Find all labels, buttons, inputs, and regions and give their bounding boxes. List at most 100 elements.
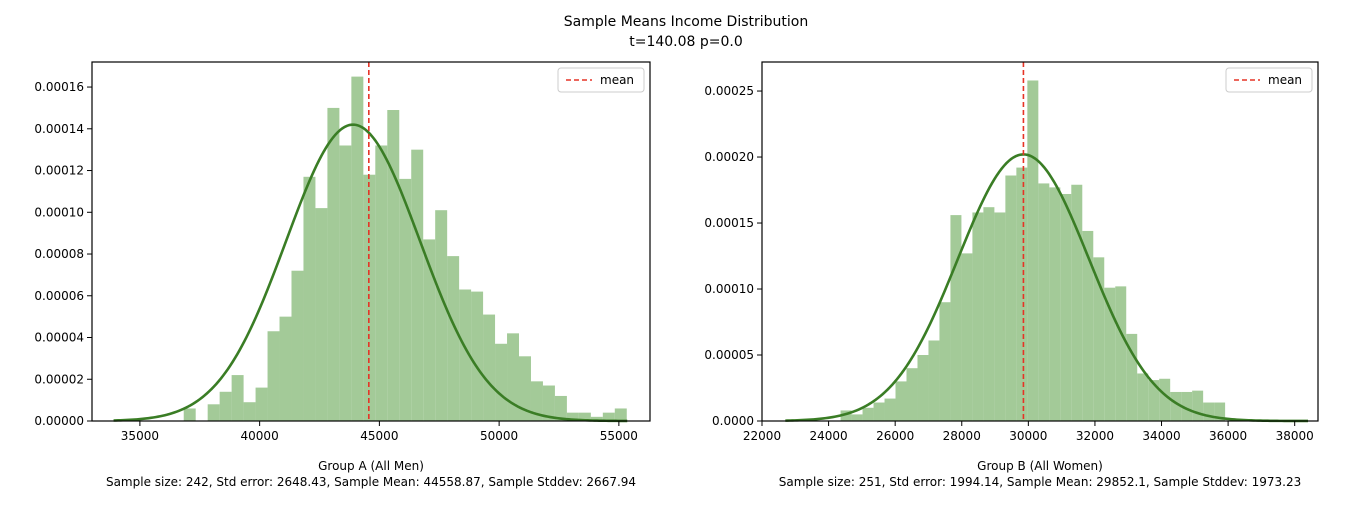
histogram-bar [423,239,436,421]
legend: mean [557,67,645,93]
histogram-bar [1115,286,1127,421]
histogram-bar [873,402,885,421]
histogram-bar [219,391,232,421]
histogram-bar [387,110,400,422]
histogram-bar [884,398,896,421]
x-axis-stats: Sample size: 251, Std error: 1994.14, Sa… [779,475,1301,489]
legend-label: mean [600,73,634,87]
histogram-bar [1192,390,1204,421]
y-tick-label: 0.00006 [34,289,84,303]
histogram-bar [339,145,352,421]
histogram-bar [495,343,508,421]
histogram-bar [471,291,484,421]
histogram-bar [939,302,951,421]
histogram-bars [840,80,1226,422]
x-tick-label: 40000 [241,429,279,443]
histogram-bar [530,381,543,421]
legend-label: mean [1268,73,1302,87]
x-tick-label: 35000 [121,429,159,443]
x-tick-label: 34000 [1142,429,1180,443]
histogram-bar [183,408,196,421]
y-tick-label: 0.00014 [34,122,84,136]
x-tick-label: 38000 [1276,429,1314,443]
x-tick-label: 30000 [1009,429,1047,443]
histogram-bar [519,356,531,421]
y-tick-label: 0.0000 [712,414,754,428]
histogram-bar [614,408,627,421]
histogram-bar [447,256,460,421]
histogram-bar [554,395,567,421]
histogram-bar [1170,391,1182,421]
chart-group-b: 22000 24000 26000 28000 30000 32000 34000 36000… [704,61,1319,489]
y-tick-label: 0.00015 [704,216,754,230]
axes-frame [761,61,1319,422]
histogram-bar [994,212,1006,421]
x-tick-label: 22000 [743,429,781,443]
y-tick-label: 0.00010 [34,205,84,219]
histogram-bar [917,355,929,421]
histogram-bar [961,253,973,421]
histogram-bar [351,76,364,421]
histogram-bar [1126,333,1138,421]
histogram-bar [1159,378,1171,421]
x-tick-label: 50000 [480,429,518,443]
x-tick-label: 45000 [360,429,398,443]
histogram-bar [906,368,918,421]
histogram-bar [928,340,940,421]
y-tick-label: 0.00002 [34,372,84,386]
histogram-bar [291,270,304,421]
y-tick-label: 0.00010 [704,282,754,296]
histogram-bar [851,414,863,421]
histogram-bar [1027,80,1039,422]
histogram-bar [459,289,472,421]
axes-frame [91,61,651,422]
y-tick-label: 0.00020 [704,150,754,164]
histogram-bar [327,107,340,421]
y-tick-label: 0.00004 [34,331,84,345]
histogram-bar [303,176,316,421]
histogram-bar [1016,167,1028,421]
histogram-bars [183,76,627,422]
histogram-bar [255,387,268,421]
y-tick-label: 0.00012 [34,164,84,178]
histogram-bar [542,385,555,421]
histogram-bar [1060,193,1072,421]
legend-box [557,67,645,93]
figure-subtitle: t=140.08 p=0.0 [629,34,743,50]
histogram-bar [1203,402,1215,421]
histogram-bar [375,145,388,421]
x-axis-label: Group A (All Men) [318,459,424,473]
y-tick-label: 0.00005 [704,348,754,362]
histogram-bar [507,333,520,421]
histogram-bar [207,404,220,421]
x-axis-label: Group B (All Women) [977,459,1103,473]
y-tick-label: 0.00025 [704,84,754,98]
histogram-bar [950,215,962,421]
chart-group-a: 35000 40000 45000 50000 55000 0.00000 0.00002 0… [34,61,651,489]
legend: mean [1225,67,1313,93]
x-tick-label: 28000 [943,429,981,443]
x-axis-stats: Sample size: 242, Std error: 2648.43, Sa… [106,475,636,489]
y-tick-label: 0.00008 [34,247,84,261]
histogram-bar [862,407,874,421]
histogram-bar [1071,184,1083,421]
histogram-bar [1038,183,1050,421]
histogram-bar [972,212,984,421]
x-tick-label: 55000 [600,429,638,443]
kde-curve [785,153,1309,423]
histogram-bar [602,412,615,421]
histogram-bar [590,416,603,421]
histogram-bar [1181,391,1193,421]
histogram-bar [267,331,280,421]
x-tick-label: 32000 [1076,429,1114,443]
histogram-bar [483,314,496,421]
x-tick-label: 24000 [809,429,847,443]
histogram-bar [983,207,995,421]
histogram-bar [231,375,244,421]
histogram-bar [578,412,591,421]
legend-box [1225,67,1313,93]
histogram-bar [243,402,256,421]
histogram-bar [399,178,412,421]
histogram-bar [1137,373,1149,421]
